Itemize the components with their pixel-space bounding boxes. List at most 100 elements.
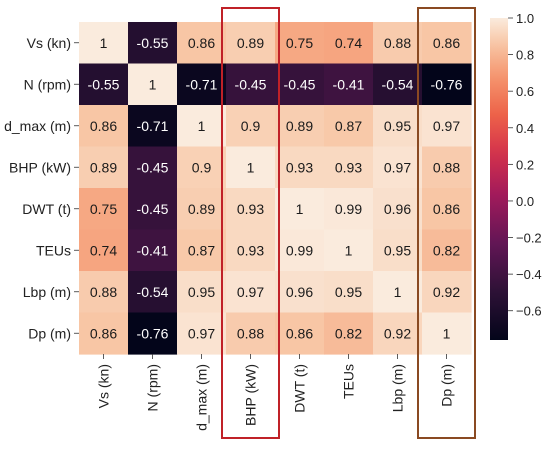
heatmap-cell xyxy=(177,63,227,106)
heatmap-cell-label: 0.93 xyxy=(237,242,264,258)
heatmap-cell-label: 0.86 xyxy=(90,325,117,341)
colorbar-tick-label: 0.4 xyxy=(516,121,534,136)
heatmap-cell xyxy=(177,188,227,231)
heatmap-cell-label: 0.89 xyxy=(286,118,313,134)
column-label: N (rpm) xyxy=(145,364,161,411)
heatmap-cell-label: 0.74 xyxy=(90,242,117,258)
column-highlight-box xyxy=(417,7,476,439)
heatmap-cell-label: 0.89 xyxy=(90,159,117,175)
column-label: Lbp (m) xyxy=(390,364,406,412)
row-label: BHP (kW) xyxy=(9,159,71,175)
heatmap-cell xyxy=(226,105,276,148)
heatmap-cell xyxy=(226,63,276,106)
heatmap-cell-label: 0.88 xyxy=(384,35,411,51)
heatmap-cell-label: 1 xyxy=(247,159,255,175)
heatmap-cell-label: -0.45 xyxy=(137,159,169,175)
heatmap-cell xyxy=(128,271,178,314)
heatmap-cell xyxy=(79,146,129,189)
row-label: Vs (kn) xyxy=(27,35,71,51)
heatmap-cells xyxy=(79,22,472,355)
heatmap-cell xyxy=(128,22,178,65)
heatmap-cell-label: 0.89 xyxy=(188,201,215,217)
heatmap-cell-label: 0.95 xyxy=(188,284,215,300)
heatmap-cell-label: 1 xyxy=(149,76,157,92)
heatmap-cell-label: 0.75 xyxy=(90,201,117,217)
heatmap-cell xyxy=(79,22,129,65)
column-label: DWT (t) xyxy=(292,364,308,413)
heatmap-cell-label: -0.55 xyxy=(137,35,169,51)
heatmap-cell xyxy=(373,271,423,314)
heatmap-cell xyxy=(422,105,472,148)
heatmap-cell xyxy=(373,63,423,106)
heatmap-cell-label: 0.82 xyxy=(433,242,460,258)
row-label: Dp (m) xyxy=(28,325,71,341)
heatmap-cell xyxy=(422,312,472,355)
heatmap-cell-label: 0.97 xyxy=(188,325,215,341)
heatmap-cell xyxy=(373,22,423,65)
heatmap-cell-label: 0.99 xyxy=(335,201,362,217)
heatmap-cell xyxy=(128,146,178,189)
heatmap-cell-label: 0.92 xyxy=(384,325,411,341)
column-label: BHP (kW) xyxy=(243,364,259,426)
colorbar-tick-label: 0.8 xyxy=(516,48,534,63)
heatmap-cell-label: -0.45 xyxy=(235,76,267,92)
heatmap-cell-label: 0.92 xyxy=(433,284,460,300)
heatmap-cell-label: 0.97 xyxy=(384,159,411,175)
heatmap-cell xyxy=(128,188,178,231)
heatmap-cell xyxy=(324,312,374,355)
heatmap-cell-label: 0.96 xyxy=(384,201,411,217)
colorbar-tick-label: 1.0 xyxy=(516,11,534,26)
column-highlight-box xyxy=(221,7,280,439)
row-label: TEUs xyxy=(36,242,71,258)
heatmap-cell-labels: 1 -0.55 0.86 0.89 0.75 0.74 0.88 0.86 -0.55 1 -0.7… xyxy=(88,35,463,342)
row-label: DWT (t) xyxy=(22,201,71,217)
heatmap-cell-label: 0.93 xyxy=(286,159,313,175)
heatmap-cell-label: 1 xyxy=(296,201,304,217)
heatmap-cell xyxy=(422,146,472,189)
heatmap-cell-label: -0.41 xyxy=(333,76,365,92)
heatmap-cell-label: 0.95 xyxy=(335,284,362,300)
heatmap-cell xyxy=(226,229,276,272)
colorbar-tick-label: −0.6 xyxy=(516,304,542,319)
heatmap-cell xyxy=(324,271,374,314)
heatmap-cell xyxy=(226,146,276,189)
heatmap-cell xyxy=(226,22,276,65)
colorbar-tick-label: 0.2 xyxy=(516,157,534,172)
heatmap-cell xyxy=(422,63,472,106)
heatmap-cell-label: -0.41 xyxy=(137,242,169,258)
heatmap-cell-label: 0.88 xyxy=(237,325,264,341)
heatmap-cell xyxy=(373,105,423,148)
heatmap-cell-label: 0.82 xyxy=(335,325,362,341)
heatmap-cell xyxy=(275,271,325,314)
heatmap-cell-label: 0.86 xyxy=(433,201,460,217)
column-label: TEUs xyxy=(341,364,357,399)
heatmap-cell-label: 1 xyxy=(394,284,402,300)
heatmap-cell xyxy=(79,312,129,355)
heatmap-cell-label: -0.76 xyxy=(137,325,169,341)
row-label: d_max (m) xyxy=(4,118,71,134)
colorbar-tick-label: −0.4 xyxy=(516,267,542,282)
colorbar-tick-label: −0.2 xyxy=(516,231,542,246)
heatmap-cell-label: 0.93 xyxy=(335,159,362,175)
colorbar: 1.0 0.8 0.6 0.4 0.2 0.0 −0.2 −0.4 −0.6 xyxy=(490,11,542,340)
heatmap-cell-label: 1 xyxy=(443,325,451,341)
heatmap-cell-label: 0.99 xyxy=(286,242,313,258)
heatmap-cell xyxy=(128,105,178,148)
heatmap-cell-label: 1 xyxy=(345,242,353,258)
heatmap-cell xyxy=(177,312,227,355)
heatmap-cell-label: 0.97 xyxy=(433,118,460,134)
heatmap-cell xyxy=(226,271,276,314)
heatmap-cell xyxy=(324,229,374,272)
heatmap-cell-label: -0.54 xyxy=(137,284,169,300)
heatmap-cell xyxy=(373,188,423,231)
heatmap-cell xyxy=(275,229,325,272)
heatmap-cell xyxy=(422,271,472,314)
heatmap-cell xyxy=(324,63,374,106)
heatmap-cell-label: 0.93 xyxy=(237,201,264,217)
heatmap-cell-label: 0.95 xyxy=(384,242,411,258)
heatmap-cell-label: -0.55 xyxy=(88,76,120,92)
heatmap-cell-label: 0.86 xyxy=(433,35,460,51)
heatmap-cell-label: 0.87 xyxy=(335,118,362,134)
